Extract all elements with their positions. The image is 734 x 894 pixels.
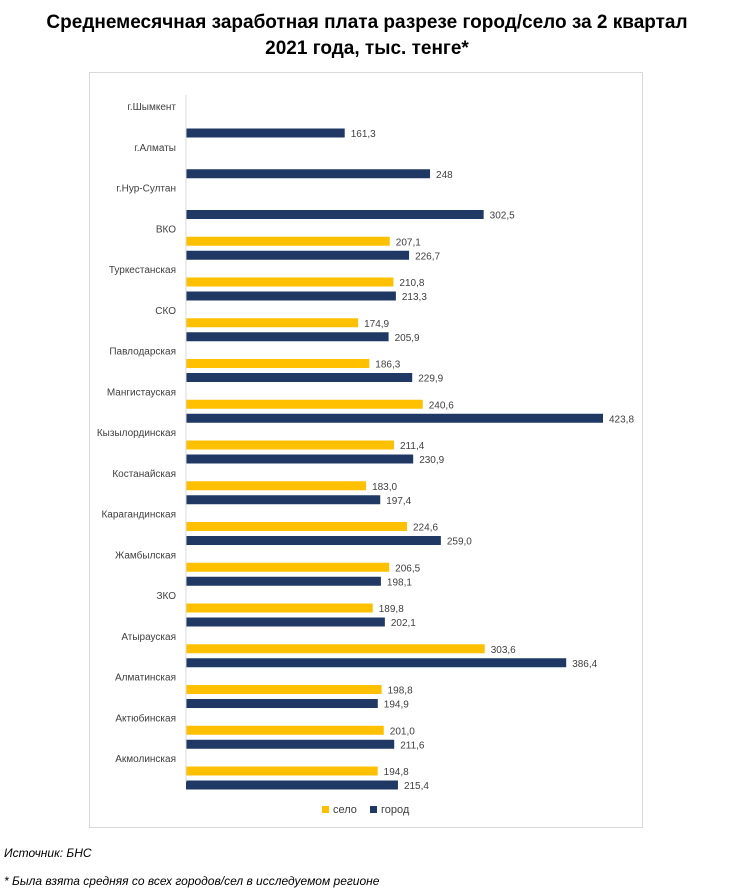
bar-city bbox=[186, 658, 567, 668]
data-label-village: 174,9 bbox=[364, 319, 389, 330]
data-label-village: 201,0 bbox=[390, 726, 415, 737]
category-label: Туркестанская bbox=[109, 265, 176, 276]
category-label: г.Шымкент bbox=[127, 102, 176, 113]
data-label-village: 206,5 bbox=[395, 563, 420, 574]
category-label: Атырауская bbox=[121, 632, 176, 643]
data-label-village: 186,3 bbox=[375, 360, 400, 371]
data-label-village: 183,0 bbox=[372, 482, 397, 493]
data-label-city: 229,9 bbox=[418, 374, 443, 385]
category-label: ЗКО bbox=[156, 591, 176, 602]
bar-village bbox=[186, 644, 485, 654]
bar-city bbox=[186, 617, 385, 627]
category-label: Акмолинская bbox=[115, 754, 176, 765]
bar-village bbox=[186, 766, 378, 776]
bar-city bbox=[186, 210, 484, 219]
data-label-city: 230,9 bbox=[419, 455, 444, 466]
legend-swatch-city bbox=[370, 806, 377, 813]
bar-village bbox=[186, 399, 423, 409]
bar-village bbox=[186, 359, 370, 368]
source-note: Источник: БНС bbox=[4, 846, 92, 860]
data-label-city: 215,4 bbox=[404, 781, 429, 792]
category-label: Карагандинская bbox=[101, 510, 176, 521]
chart-title-line-1: Среднемесячная заработная плата разрезе … bbox=[46, 12, 688, 33]
category-label: Мангистауская bbox=[107, 387, 176, 398]
bar-city bbox=[186, 169, 431, 179]
data-label-city: 386,4 bbox=[572, 659, 597, 670]
bar-village bbox=[186, 236, 390, 246]
data-label-city: 302,5 bbox=[490, 211, 515, 222]
category-label: СКО bbox=[155, 306, 176, 317]
data-label-city: 211,6 bbox=[400, 740, 425, 751]
legend-label-village: село bbox=[333, 804, 357, 816]
data-label-city: 205,9 bbox=[395, 333, 420, 344]
category-label: Костанайская bbox=[112, 469, 176, 480]
chart-title-line-2: 2021 года, тыс. тенге* bbox=[265, 38, 469, 59]
data-label-village: 224,6 bbox=[413, 523, 438, 534]
bar-village bbox=[186, 440, 395, 450]
bar-city bbox=[186, 739, 395, 749]
bar-city bbox=[186, 454, 414, 464]
data-label-city: 198,1 bbox=[387, 577, 412, 588]
bar-village bbox=[186, 318, 359, 328]
category-label: Алматинская bbox=[115, 673, 176, 684]
bar-city bbox=[186, 250, 410, 260]
chart-frame bbox=[89, 72, 643, 828]
bar-city bbox=[186, 128, 345, 138]
data-label-village: 189,8 bbox=[379, 604, 404, 615]
bar-city bbox=[186, 699, 378, 708]
category-label: Кызылординская bbox=[97, 428, 176, 439]
legend-label-city: город bbox=[381, 804, 410, 816]
footnote: * Была взята средняя со всех городов/сел… bbox=[4, 874, 380, 888]
data-label-city: 423,8 bbox=[609, 414, 634, 425]
bar-city bbox=[186, 536, 441, 545]
data-label-city: 213,3 bbox=[402, 292, 427, 303]
data-label-village: 198,8 bbox=[388, 686, 413, 697]
data-label-village: 210,8 bbox=[399, 278, 424, 289]
data-label-city: 194,9 bbox=[384, 700, 409, 711]
category-label: Жамбылская bbox=[115, 549, 176, 561]
category-label: Актюбинская bbox=[115, 712, 176, 724]
data-label-village: 303,6 bbox=[491, 645, 516, 656]
bar-village bbox=[186, 481, 367, 491]
bar-city bbox=[186, 780, 398, 790]
data-label-city: 161,3 bbox=[351, 129, 376, 140]
bar-village bbox=[186, 603, 373, 613]
bar-village bbox=[186, 277, 394, 287]
legend-swatch-village bbox=[322, 806, 329, 813]
data-label-city: 197,4 bbox=[386, 496, 411, 507]
data-label-village: 194,8 bbox=[384, 767, 409, 778]
chart-title: Среднемесячная заработная плата разрезе … bbox=[0, 10, 734, 62]
bar-village bbox=[186, 725, 384, 735]
bar-city bbox=[186, 373, 413, 382]
data-label-village: 240,6 bbox=[429, 400, 454, 411]
data-label-city: 259,0 bbox=[447, 537, 472, 548]
data-label-city: 248 bbox=[436, 170, 453, 181]
bar-city bbox=[186, 413, 603, 423]
bar-city bbox=[186, 576, 381, 586]
category-label: г.Нур-Султан bbox=[116, 184, 176, 195]
data-label-village: 211,4 bbox=[400, 441, 425, 452]
category-label: ВКО bbox=[156, 224, 176, 235]
bar-village bbox=[186, 685, 382, 694]
bar-city bbox=[186, 332, 389, 342]
bar-city bbox=[186, 291, 396, 301]
data-label-city: 202,1 bbox=[391, 618, 416, 629]
bar-village bbox=[186, 522, 407, 531]
bar-village bbox=[186, 562, 390, 572]
category-label: г.Алматы bbox=[134, 143, 176, 154]
data-label-village: 207,1 bbox=[396, 237, 421, 248]
data-label-city: 226,7 bbox=[415, 251, 440, 262]
category-label: Павлодарская bbox=[109, 347, 176, 358]
bar-city bbox=[186, 495, 381, 505]
